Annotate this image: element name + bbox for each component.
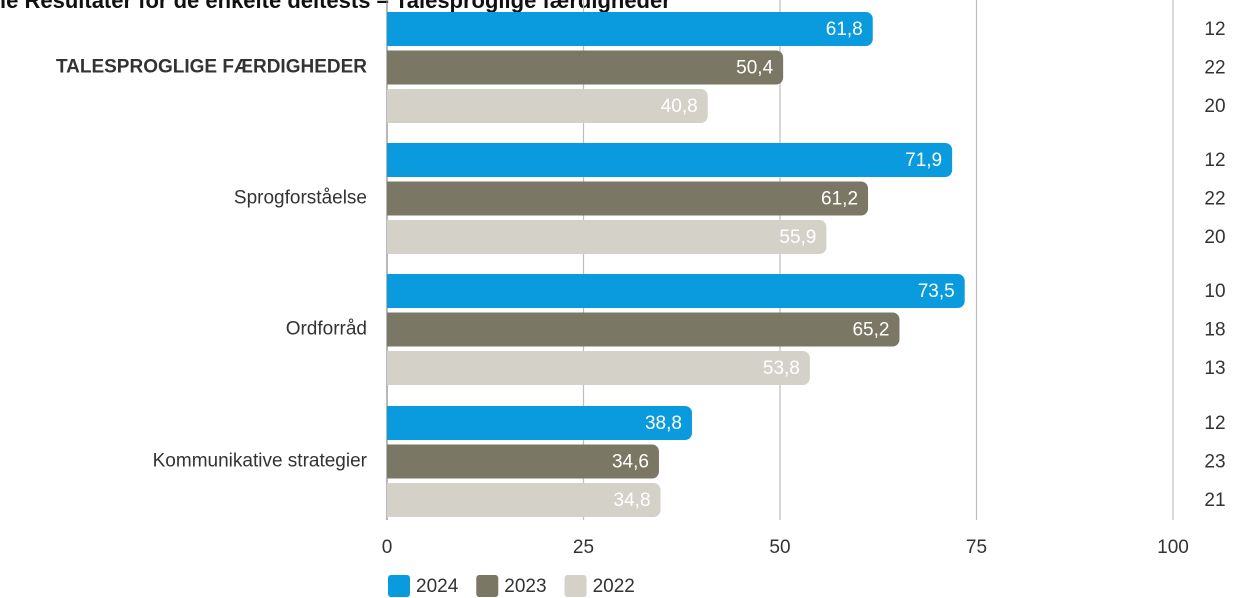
bar [387,50,784,85]
category-label: Kommunikative strategier [153,451,368,472]
count-label: 18 [1204,320,1225,341]
bar [387,143,953,177]
value-label: 34,6 [612,452,649,473]
count-label: 12 [1204,19,1225,40]
bar [387,444,659,479]
value-label: 50,4 [736,58,773,79]
x-tick-label: 100 [1157,537,1189,558]
x-tick-label: 75 [966,537,987,558]
legend-swatch [476,575,499,597]
count-label: 12 [1204,413,1225,434]
category-label: Ordforråd [286,319,367,340]
x-tick-label: 25 [573,537,594,558]
bar [387,89,708,123]
bar [387,483,661,517]
count-label: 22 [1204,58,1225,79]
value-label: 61,8 [826,19,863,40]
bar [387,274,965,308]
legend-label: 2023 [504,576,546,597]
category-label: TALESPROGLIGE FÆRDIGHEDER [56,57,367,78]
bar [387,12,873,46]
bar [387,406,692,440]
legend-swatch [388,575,410,597]
count-label: 22 [1204,189,1225,210]
x-tick-label: 50 [769,537,790,558]
count-label: 13 [1204,358,1225,379]
legend-swatch [564,575,587,597]
bar [387,181,869,216]
value-label: 34,8 [614,490,651,511]
legend-label: 2024 [416,576,459,597]
value-label: 73,5 [918,281,955,302]
value-label: 65,2 [852,320,889,341]
bar [387,312,900,347]
value-label: 61,2 [821,189,858,210]
bar [387,351,810,385]
bar [387,220,827,254]
category-label: Sprogforståelse [234,188,367,209]
count-label: 23 [1204,452,1225,473]
count-label: 10 [1204,281,1225,302]
value-label: 40,8 [661,96,698,117]
value-label: 71,9 [905,150,942,171]
count-label: 21 [1204,490,1225,511]
value-label: 38,8 [645,413,682,434]
legend-label: 2022 [593,576,635,597]
value-label: 55,9 [779,227,816,248]
count-label: 20 [1204,96,1225,117]
chart-title: le Resultater for de enkelte deltests – … [0,0,671,13]
count-label: 12 [1204,150,1225,171]
x-tick-label: 0 [382,537,393,558]
value-label: 53,8 [763,358,800,379]
count-label: 20 [1204,227,1225,248]
